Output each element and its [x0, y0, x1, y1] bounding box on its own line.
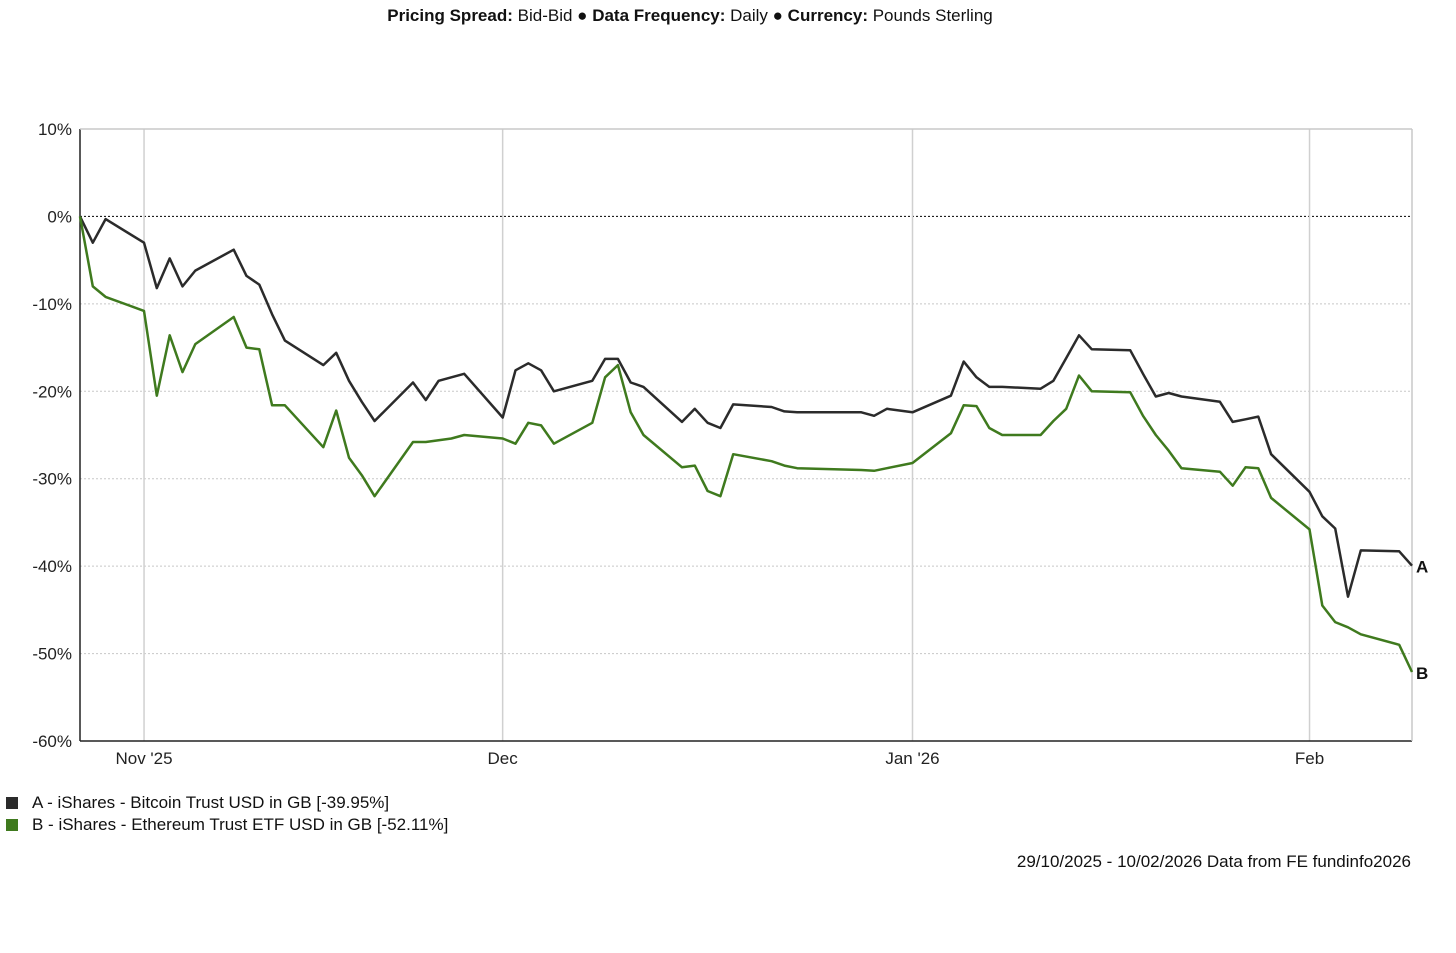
legend-label-b: B - iShares - Ethereum Trust ETF USD in … — [32, 815, 449, 834]
y-tick-label: -40% — [32, 557, 72, 576]
series-line-a — [78, 215, 1413, 598]
separator-dot: ● — [577, 6, 588, 25]
grid-lines — [80, 129, 1412, 741]
currency-value: Pounds Sterling — [872, 6, 993, 25]
legend-item-a: A - iShares - Bitcoin Trust USD in GB [-… — [6, 792, 448, 814]
data-frequency-label: Data Frequency: — [592, 6, 726, 25]
chart-legend: A - iShares - Bitcoin Trust USD in GB [-… — [6, 792, 448, 836]
y-tick-label: -60% — [32, 732, 72, 751]
pricing-spread-value: Bid-Bid — [517, 6, 573, 25]
pricing-spread-label: Pricing Spread: — [387, 6, 513, 25]
legend-label-a: A - iShares - Bitcoin Trust USD in GB [-… — [32, 793, 390, 812]
x-tick-label: Feb — [1295, 749, 1324, 768]
y-tick-label: -10% — [32, 295, 72, 314]
y-tick-label: -50% — [32, 645, 72, 664]
series-end-label-b: B — [1416, 664, 1428, 683]
series-end-label-a: A — [1416, 558, 1428, 577]
x-tick-label: Dec — [488, 749, 519, 768]
legend-item-b: B - iShares - Ethereum Trust ETF USD in … — [6, 814, 448, 836]
legend-swatch-b — [6, 819, 18, 831]
x-tick-label: Jan '26 — [885, 749, 939, 768]
series-line-b — [78, 216, 1414, 673]
data-source-footer: 29/10/2025 - 10/02/2026 Data from FE fun… — [1016, 852, 1411, 871]
tick-labels: 10% 0% -10% -20% -30% -40% -50% -60% Nov '25 Dec J… — [32, 120, 1428, 768]
legend-swatch-a — [6, 797, 18, 809]
chart-header: Pricing Spread: Bid-Bid ● Data Frequency… — [0, 6, 1380, 26]
y-tick-label: 0% — [47, 207, 72, 226]
data-frequency-value: Daily — [730, 6, 768, 25]
x-tick-label: Nov '25 — [115, 749, 172, 768]
y-tick-label: -20% — [32, 382, 72, 401]
y-tick-label: 10% — [38, 120, 72, 139]
separator-dot: ● — [772, 6, 783, 25]
series-lines — [78, 215, 1414, 673]
y-tick-label: -30% — [32, 470, 72, 489]
currency-label: Currency: — [787, 6, 868, 25]
axes — [79, 128, 1413, 742]
